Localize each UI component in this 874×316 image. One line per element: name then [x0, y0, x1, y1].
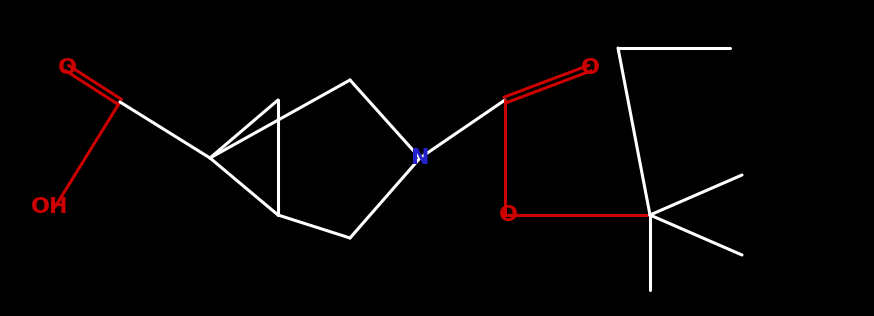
Text: N: N: [411, 148, 429, 168]
Text: O: O: [498, 205, 517, 225]
Text: O: O: [58, 58, 77, 78]
Text: O: O: [580, 58, 600, 78]
Text: OH: OH: [31, 197, 69, 217]
